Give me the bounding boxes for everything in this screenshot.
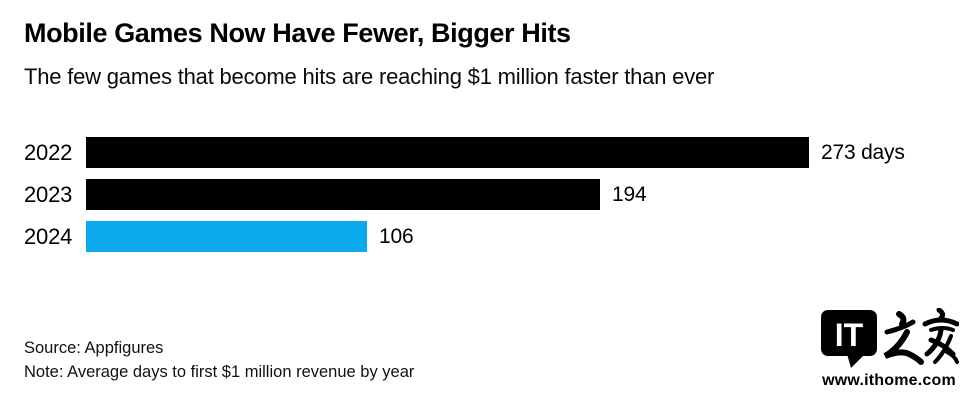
bar-2022 — [86, 137, 809, 169]
bar-chart: 2022 273 days 2023 194 2024 106 — [24, 137, 952, 253]
chart-footnotes: Source: Appfigures Note: Average days to… — [24, 337, 414, 384]
method-note: Note: Average days to first $1 million r… — [24, 362, 415, 381]
bar-row-2023: 2023 194 — [24, 179, 952, 211]
year-label-2022: 2022 — [24, 139, 73, 165]
ithome-url: www.ithome.com — [822, 372, 956, 389]
source-note: Source: Appfigures — [24, 339, 164, 358]
bar-row-2022: 2022 273 days — [24, 137, 952, 169]
bar-2023 — [86, 179, 600, 211]
value-label-2023: 194 — [612, 182, 647, 206]
svg-text:IT: IT — [835, 317, 864, 353]
bar-2024 — [86, 221, 367, 253]
ithome-watermark: IT www.ithome.com — [814, 308, 964, 390]
ithome-logo-icon: IT — [821, 308, 959, 368]
chart-title: Mobile Games Now Have Fewer, Bigger Hits — [24, 18, 571, 48]
value-label-2024: 106 — [379, 224, 414, 248]
bar-row-2024: 2024 106 — [24, 221, 952, 253]
year-label-2024: 2024 — [24, 223, 73, 249]
year-label-2023: 2023 — [24, 181, 73, 207]
chart-subtitle: The few games that become hits are reach… — [24, 64, 715, 90]
value-label-2022: 273 days — [821, 140, 905, 164]
